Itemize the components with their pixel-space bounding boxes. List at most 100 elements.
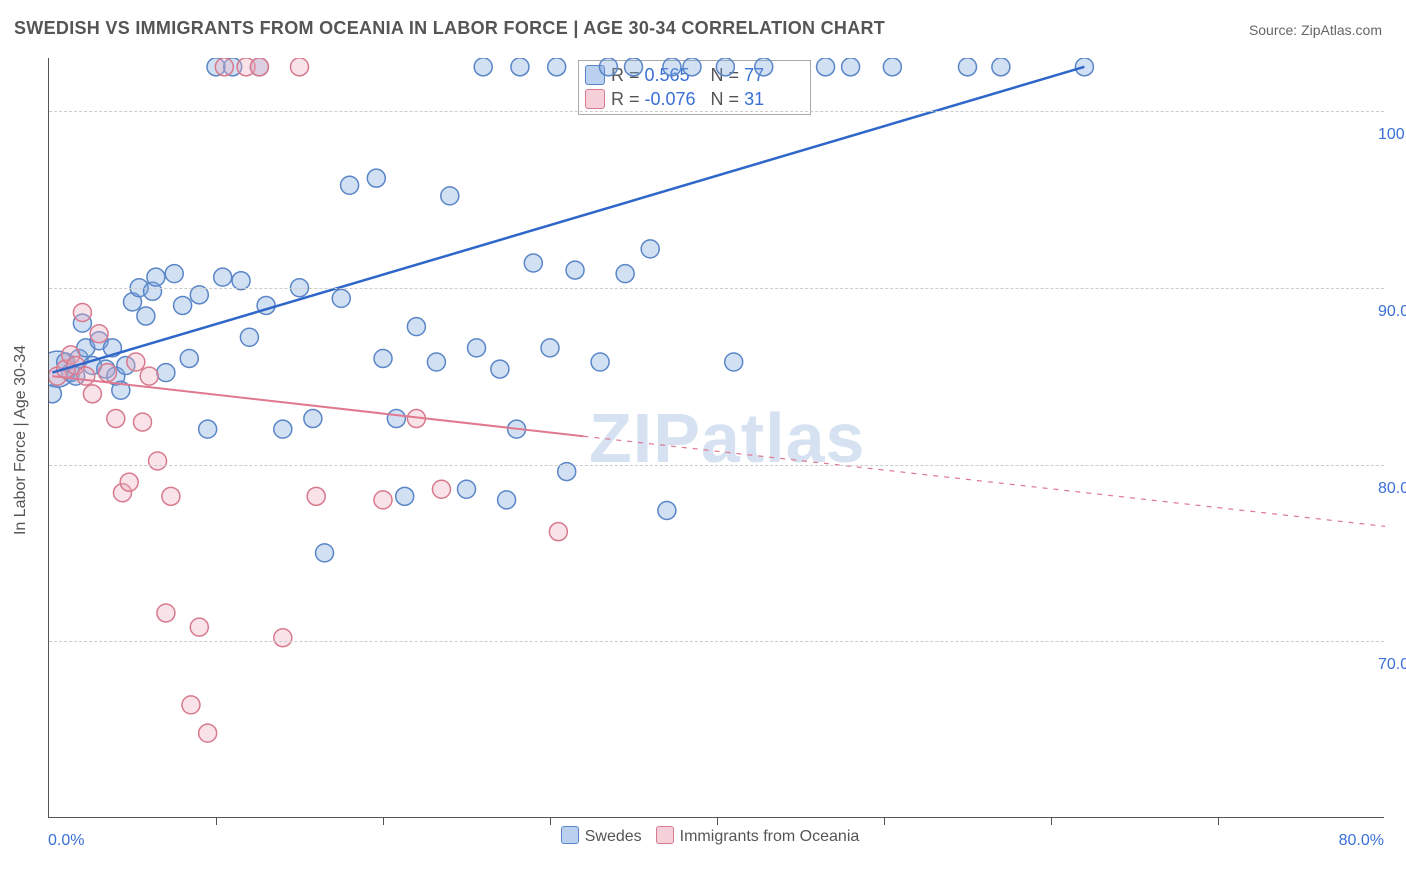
gridline-h — [49, 111, 1384, 112]
data-point-swedes — [341, 176, 359, 194]
data-point-swedes — [716, 58, 734, 76]
data-point-oceania — [307, 487, 325, 505]
data-point-oceania — [98, 364, 116, 382]
source-link[interactable]: ZipAtlas.com — [1301, 22, 1382, 38]
data-point-swedes — [387, 410, 405, 428]
data-point-swedes — [458, 480, 476, 498]
data-point-swedes — [992, 58, 1010, 76]
data-point-swedes — [332, 289, 350, 307]
bottom-legend: Swedes Immigrants from Oceania — [0, 826, 1406, 846]
data-point-oceania — [134, 413, 152, 431]
x-tick — [550, 817, 551, 825]
regression-line-oceania — [52, 376, 583, 436]
x-tick — [884, 817, 885, 825]
data-point-oceania — [199, 724, 217, 742]
data-point-swedes — [817, 58, 835, 76]
chart-container: SWEDISH VS IMMIGRANTS FROM OCEANIA IN LA… — [0, 0, 1406, 892]
data-point-swedes — [274, 420, 292, 438]
y-tick-label: 90.0% — [1378, 303, 1406, 321]
data-point-swedes — [180, 349, 198, 367]
data-point-swedes — [474, 58, 492, 76]
data-point-oceania — [274, 629, 292, 647]
data-point-swedes — [441, 187, 459, 205]
data-point-oceania — [549, 523, 567, 541]
bottom-legend-label-oceania: Immigrants from Oceania — [680, 828, 860, 845]
data-point-swedes — [214, 268, 232, 286]
bottom-legend-label-swedes: Swedes — [585, 828, 642, 845]
x-tick — [717, 817, 718, 825]
data-point-swedes — [725, 353, 743, 371]
x-tick — [1218, 817, 1219, 825]
data-point-swedes — [374, 349, 392, 367]
data-point-swedes — [468, 339, 486, 357]
data-point-swedes — [548, 58, 566, 76]
y-axis-title: In Labor Force | Age 30-34 — [12, 345, 30, 535]
data-point-swedes — [396, 487, 414, 505]
data-point-oceania — [291, 58, 309, 76]
data-point-oceania — [162, 487, 180, 505]
bottom-legend-swatch-oceania — [656, 826, 674, 844]
y-tick-label: 80.0% — [1378, 480, 1406, 498]
gridline-h — [49, 641, 1384, 642]
gridline-h — [49, 465, 1384, 466]
data-point-swedes — [541, 339, 559, 357]
data-point-swedes — [524, 254, 542, 272]
data-point-swedes — [304, 410, 322, 428]
source-credit: Source: ZipAtlas.com — [1249, 22, 1382, 38]
regression-line-dash-oceania — [583, 436, 1385, 526]
chart-title: SWEDISH VS IMMIGRANTS FROM OCEANIA IN LA… — [14, 18, 885, 39]
data-point-swedes — [683, 58, 701, 76]
data-point-swedes — [407, 318, 425, 336]
data-point-oceania — [432, 480, 450, 498]
data-point-swedes — [491, 360, 509, 378]
data-point-oceania — [250, 58, 268, 76]
data-point-swedes — [240, 328, 258, 346]
data-point-swedes — [566, 261, 584, 279]
y-tick-label: 70.0% — [1378, 656, 1406, 674]
data-point-swedes — [137, 307, 155, 325]
source-prefix: Source: — [1249, 22, 1301, 38]
data-point-swedes — [625, 58, 643, 76]
data-point-swedes — [641, 240, 659, 258]
x-tick — [383, 817, 384, 825]
data-point-swedes — [591, 353, 609, 371]
y-tick-label: 100.0% — [1378, 126, 1406, 144]
data-point-oceania — [140, 367, 158, 385]
data-point-swedes — [157, 364, 175, 382]
data-point-swedes — [959, 58, 977, 76]
data-point-oceania — [83, 385, 101, 403]
x-tick — [216, 817, 217, 825]
data-point-swedes — [165, 265, 183, 283]
bottom-legend-swatch-swedes — [561, 826, 579, 844]
data-point-swedes — [316, 544, 334, 562]
data-point-swedes — [658, 501, 676, 519]
data-point-oceania — [157, 604, 175, 622]
data-point-oceania — [149, 452, 167, 470]
data-point-oceania — [190, 618, 208, 636]
data-point-oceania — [182, 696, 200, 714]
data-point-oceania — [73, 304, 91, 322]
data-point-swedes — [663, 58, 681, 76]
data-point-swedes — [367, 169, 385, 187]
data-point-swedes — [883, 58, 901, 76]
data-point-swedes — [616, 265, 634, 283]
x-tick — [1051, 817, 1052, 825]
data-point-swedes — [755, 58, 773, 76]
data-point-oceania — [374, 491, 392, 509]
data-point-oceania — [215, 58, 233, 76]
plot-area: ZIPatlas R = 0.565 N = 77R = -0.076 N = … — [48, 58, 1384, 818]
gridline-h — [49, 288, 1384, 289]
data-point-swedes — [511, 58, 529, 76]
data-point-swedes — [147, 268, 165, 286]
data-point-oceania — [107, 410, 125, 428]
data-point-swedes — [599, 58, 617, 76]
data-point-swedes — [498, 491, 516, 509]
data-point-swedes — [199, 420, 217, 438]
data-point-oceania — [127, 353, 145, 371]
data-point-swedes — [427, 353, 445, 371]
data-point-oceania — [90, 325, 108, 343]
scatter-svg — [49, 58, 1385, 818]
data-point-oceania — [120, 473, 138, 491]
regression-line-swedes — [52, 67, 1084, 373]
data-point-oceania — [77, 367, 95, 385]
